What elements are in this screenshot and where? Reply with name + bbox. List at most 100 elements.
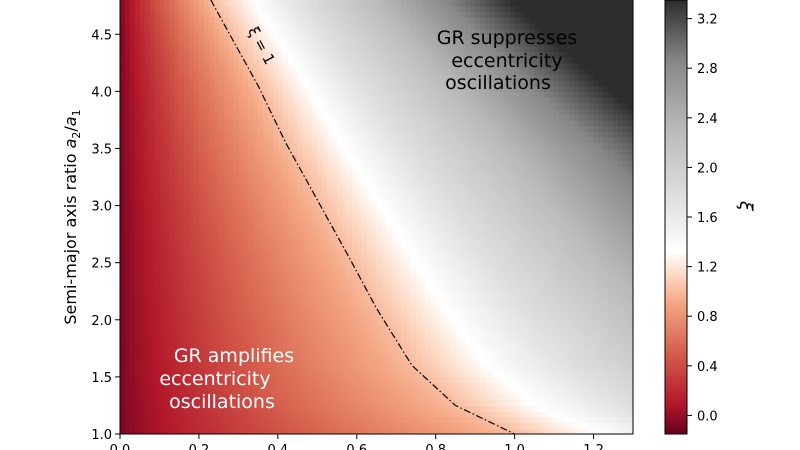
- heatmap-cell: [272, 256, 279, 264]
- heatmap-cell: [406, 108, 412, 115]
- heatmap-cell: [238, 296, 244, 304]
- heatmap-cell: [327, 411, 333, 418]
- heatmap-cell: [425, 119, 432, 127]
- heatmap-cell: [223, 302, 230, 309]
- heatmap-cell: [435, 245, 442, 252]
- heatmap-cell: [184, 222, 190, 230]
- heatmap-cell: [139, 296, 146, 304]
- heatmap-cell: [356, 102, 363, 110]
- heatmap-cell: [327, 0, 333, 7]
- heatmap-cell: [332, 411, 338, 418]
- heatmap-cell: [287, 262, 294, 269]
- heatmap-cell: [332, 194, 338, 201]
- heatmap-cell: [233, 325, 239, 332]
- heatmap-cell: [322, 359, 328, 367]
- heatmap-cell: [396, 222, 402, 230]
- heatmap-cell: [337, 251, 343, 258]
- heatmap-cell: [292, 85, 299, 92]
- heatmap-cell: [129, 256, 136, 264]
- heatmap-cell: [351, 68, 358, 75]
- heatmap-cell: [124, 137, 131, 144]
- heatmap-cell: [411, 279, 417, 287]
- heatmap-cell: [401, 279, 407, 287]
- heatmap-cell: [341, 114, 348, 121]
- heatmap-cell: [435, 154, 442, 161]
- heatmap-cell: [243, 131, 249, 138]
- heatmap-cell: [297, 251, 304, 258]
- heatmap-cell: [218, 159, 225, 167]
- heatmap-cell: [282, 262, 289, 269]
- heatmap-cell: [267, 371, 274, 378]
- heatmap-cell: [223, 62, 230, 70]
- heatmap-cell: [391, 131, 397, 138]
- heatmap-cell: [411, 137, 417, 144]
- heatmap-cell: [420, 114, 427, 121]
- heatmap-cell: [282, 165, 289, 172]
- heatmap-cell: [174, 262, 180, 269]
- heatmap-cell: [317, 79, 323, 87]
- heatmap-cell: [154, 268, 161, 275]
- heatmap-cell: [396, 279, 402, 287]
- heatmap-cell: [297, 119, 304, 127]
- heatmap-cell: [263, 154, 269, 161]
- heatmap-cell: [248, 348, 254, 355]
- heatmap-cell: [159, 177, 165, 184]
- heatmap-cell: [337, 388, 343, 395]
- heatmap-cell: [376, 154, 383, 161]
- heatmap-cell: [159, 394, 165, 401]
- heatmap-cell: [223, 28, 230, 35]
- heatmap-cell: [243, 291, 249, 298]
- heatmap-cell: [233, 182, 239, 190]
- heatmap-cell: [124, 79, 131, 87]
- heatmap-cell: [356, 194, 363, 201]
- heatmap-cell: [267, 394, 274, 401]
- heatmap-cell: [312, 114, 318, 121]
- heatmap-cell: [332, 199, 338, 207]
- heatmap-cell: [332, 34, 338, 41]
- heatmap-cell: [322, 17, 328, 24]
- heatmap-cell: [430, 416, 437, 424]
- heatmap-cell: [248, 102, 254, 110]
- heatmap-cell: [366, 194, 373, 201]
- heatmap-cell: [208, 114, 215, 121]
- heatmap-cell: [208, 234, 215, 241]
- heatmap-cell: [381, 262, 387, 269]
- heatmap-cell: [337, 57, 343, 64]
- heatmap-cell: [302, 348, 309, 355]
- heatmap-cell: [317, 348, 323, 355]
- heatmap-cell: [312, 405, 318, 412]
- heatmap-cell: [282, 371, 289, 378]
- heatmap-cell: [282, 319, 289, 327]
- heatmap-cell: [297, 399, 304, 407]
- heatmap-cell: [297, 354, 304, 361]
- heatmap-cell: [223, 251, 230, 258]
- heatmap-cell: [193, 62, 200, 70]
- heatmap-cell: [277, 148, 284, 155]
- heatmap-cell: [263, 416, 269, 424]
- heatmap-cell: [317, 388, 323, 395]
- heatmap-cell: [120, 308, 126, 315]
- heatmap-cell: [253, 239, 259, 247]
- heatmap-cell: [282, 296, 289, 304]
- heatmap-cell: [164, 319, 170, 327]
- heatmap-cell: [258, 428, 264, 434]
- heatmap-cell: [346, 365, 353, 372]
- heatmap-cell: [179, 194, 185, 201]
- heatmap-cell: [248, 85, 254, 92]
- heatmap-cell: [292, 102, 299, 110]
- heatmap-cell: [376, 68, 383, 75]
- heatmap-cell: [218, 394, 225, 401]
- heatmap-cell: [322, 194, 328, 201]
- heatmap-cell: [287, 319, 294, 327]
- heatmap-cell: [430, 239, 437, 247]
- heatmap-cell: [282, 177, 289, 184]
- heatmap-cell: [420, 359, 427, 367]
- heatmap-cell: [327, 97, 333, 104]
- heatmap-cell: [366, 422, 373, 429]
- heatmap-cell: [189, 228, 195, 235]
- heatmap-cell: [312, 68, 318, 75]
- heatmap-cell: [154, 108, 161, 115]
- heatmap-cell: [346, 296, 353, 304]
- heatmap-cell: [282, 405, 289, 412]
- heatmap-cell: [253, 302, 259, 309]
